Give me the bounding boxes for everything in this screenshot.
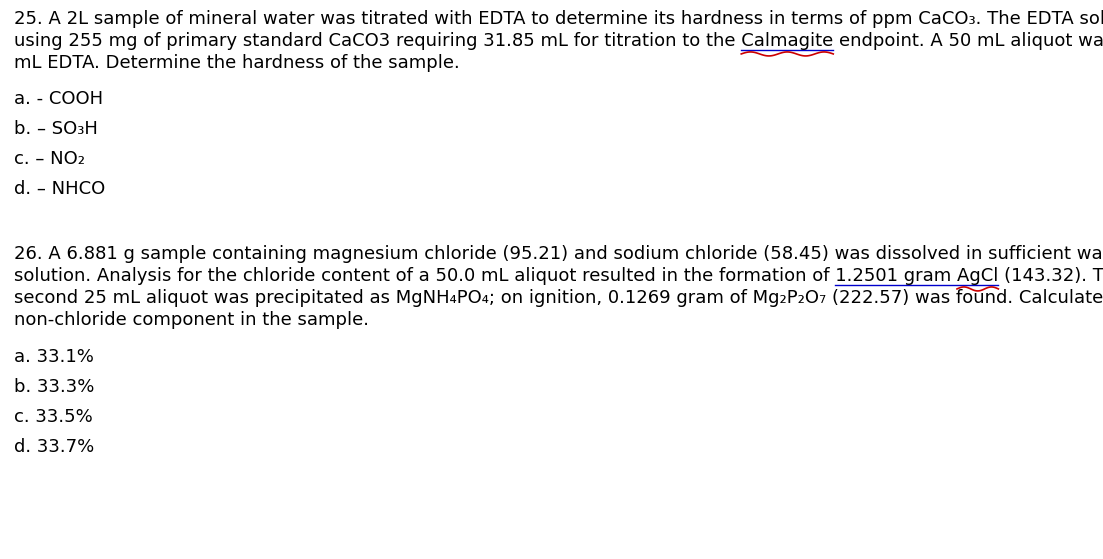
Text: non-chloride component in the sample.: non-chloride component in the sample. (14, 311, 370, 329)
Text: c. 33.5%: c. 33.5% (14, 408, 93, 426)
Text: second 25 mL aliquot was precipitated as MgNH₄PO₄; on ignition, 0.1269 gram of M: second 25 mL aliquot was precipitated as… (14, 289, 1103, 307)
Text: b. 33.3%: b. 33.3% (14, 378, 95, 396)
Text: solution. Analysis for the chloride content of a 50.0 mL aliquot resulted in the: solution. Analysis for the chloride cont… (14, 267, 1103, 285)
Text: 25. A 2L sample of mineral water was titrated with EDTA to determine its hardnes: 25. A 2L sample of mineral water was tit… (14, 10, 1103, 28)
Text: a. - COOH: a. - COOH (14, 90, 103, 108)
Text: d. 33.7%: d. 33.7% (14, 438, 94, 456)
Text: mL EDTA. Determine the hardness of the sample.: mL EDTA. Determine the hardness of the s… (14, 54, 460, 72)
Text: d. – NHCO: d. – NHCO (14, 180, 105, 198)
Text: using 255 mg of primary standard CaCO3 requiring 31.85 mL for titration to the C: using 255 mg of primary standard CaCO3 r… (14, 32, 1103, 50)
Text: c. – NO₂: c. – NO₂ (14, 150, 85, 168)
Text: a. 33.1%: a. 33.1% (14, 348, 94, 366)
Text: 26. A 6.881 g sample containing magnesium chloride (95.21) and sodium chloride (: 26. A 6.881 g sample containing magnesiu… (14, 245, 1103, 263)
Text: b. – SO₃H: b. – SO₃H (14, 120, 98, 138)
